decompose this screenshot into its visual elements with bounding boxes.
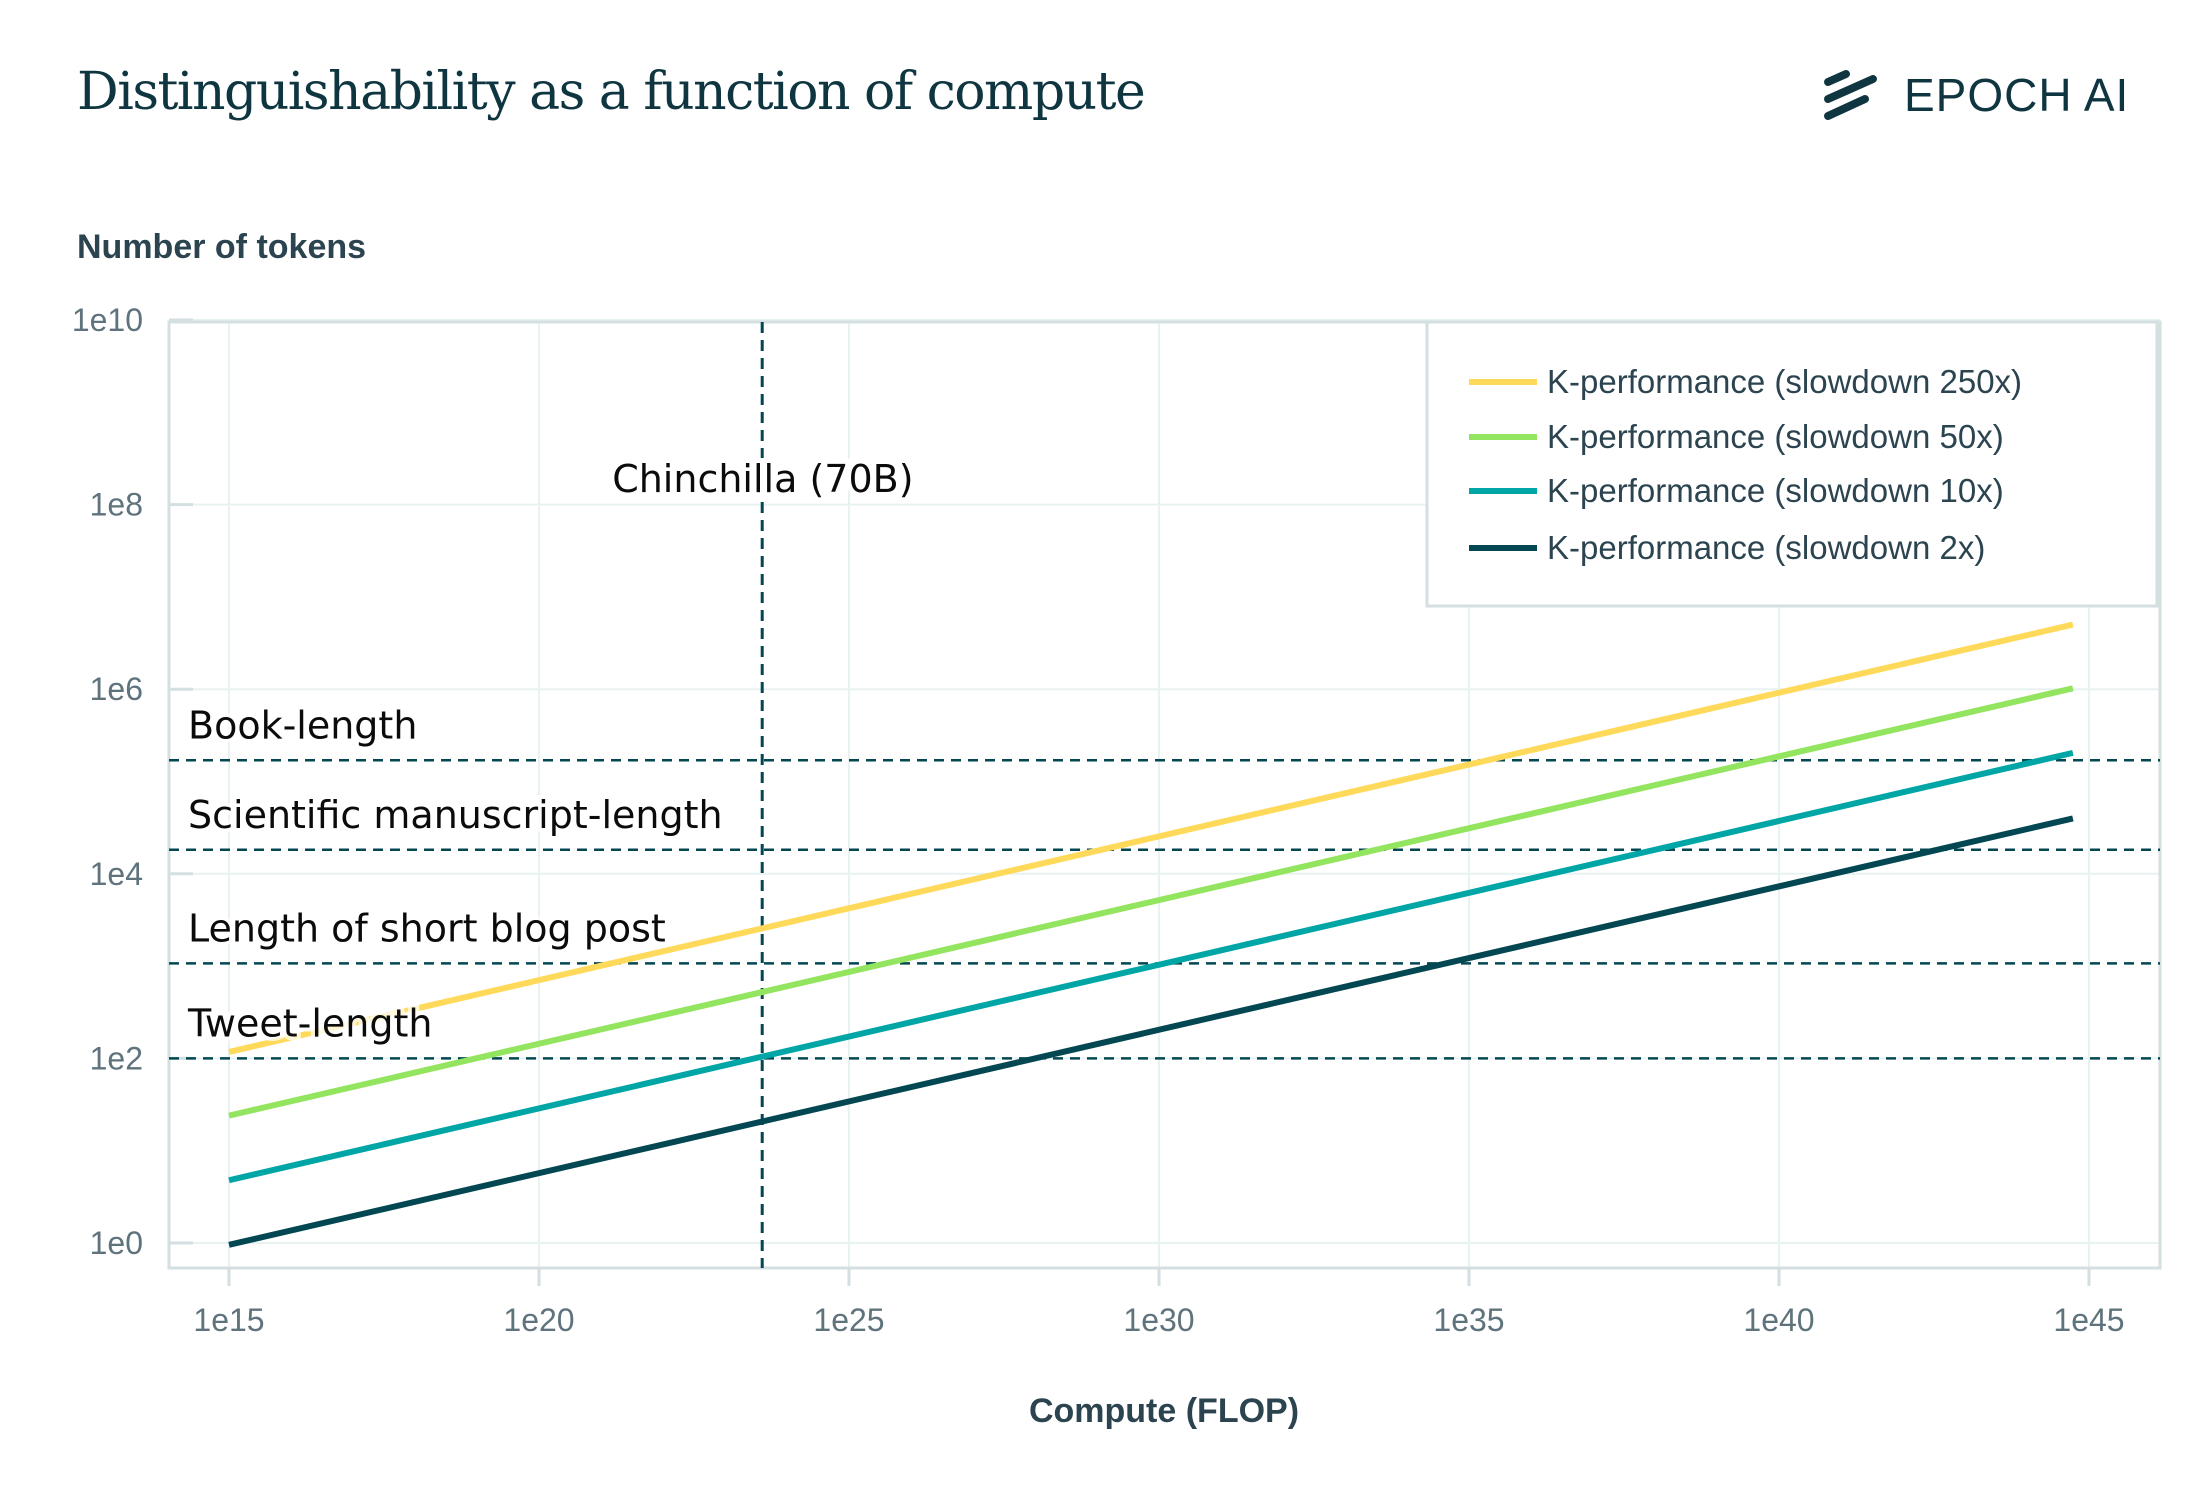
x-tick-label: 1e30 [1123,1302,1194,1338]
reference-line-label: Chinchilla (70B) [612,457,913,501]
epoch-stripes-icon [1824,70,1877,120]
epoch-ai-logo: EPOCH AI [1822,68,2129,122]
legend-label: K-performance (slowdown 250x) [1547,363,2022,400]
y-tick-label: 1e2 [90,1040,143,1076]
legend: K-performance (slowdown 250x) K-performan… [1425,320,2159,608]
x-tick-label: 1e45 [2053,1302,2124,1338]
reference-line-label: Tweet-length [187,1001,433,1045]
chart-title: Distinguishability as a function of comp… [77,62,1146,122]
series-line [228,685,2074,1119]
x-tick-label: 1e25 [813,1302,884,1338]
series-line [228,815,2074,1248]
x-tick-label: 1e40 [1743,1302,1814,1338]
tick-layer: 1e15 1e20 1e25 1e30 1e35 1e40 1e45 1e0 1e2 1e4 1e6… [72,302,2125,1338]
y-tick-label: 1e0 [90,1225,143,1261]
y-tick-label: 1e8 [90,487,143,523]
x-tick-label: 1e35 [1433,1302,1504,1338]
y-axis-title: Number of tokens [77,228,367,266]
reference-line-label: Book-length [188,703,417,747]
legend-box [1425,320,2159,608]
series-line [228,749,2074,1184]
plot-border [167,320,2162,1270]
x-tick-label: 1e15 [193,1302,264,1338]
logo-text: EPOCH AI [1904,69,2130,121]
legend-label: K-performance (slowdown 2x) [1547,529,1985,566]
series-line [228,621,2074,1055]
series-layer [228,621,2074,1248]
legend-label: K-performance (slowdown 10x) [1547,472,2004,509]
y-tick-label: 1e4 [90,856,143,892]
x-tick-label: 1e20 [503,1302,574,1338]
reference-line-label: Length of short blog post [188,906,666,950]
annotation-layer: Book-length Scientific manuscript-length L… [183,452,919,1049]
reference-line-label: Scientific manuscript-length [188,793,723,837]
x-axis-title: Compute (FLOP) [1028,1392,1300,1430]
plot-frame [167,320,2162,1270]
y-tick-label: 1e10 [72,302,143,338]
y-tick-label: 1e6 [90,671,143,707]
legend-label: K-performance (slowdown 50x) [1547,418,2004,455]
